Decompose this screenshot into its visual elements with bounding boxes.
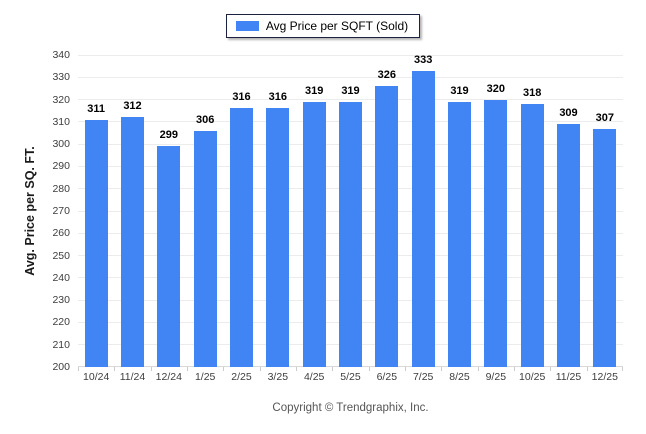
- y-tick-label: 250: [52, 249, 70, 262]
- x-axis-tick: [296, 367, 297, 371]
- bar: [266, 108, 290, 367]
- x-tick-label: 5/25: [340, 371, 361, 383]
- y-tick-label: 220: [52, 316, 70, 329]
- bar-value-label: 306: [195, 114, 215, 126]
- bar-value-label: 299: [159, 129, 178, 141]
- y-tick-label: 290: [52, 160, 70, 173]
- bar-value-label: 319: [304, 85, 324, 97]
- y-tick-label: 340: [52, 49, 70, 61]
- bar-value-label: 320: [486, 83, 505, 95]
- bar-value-label: 319: [341, 85, 360, 97]
- x-axis-tick: [151, 367, 152, 371]
- x-axis-tick: [550, 367, 551, 371]
- bar-value-label: 316: [232, 91, 251, 103]
- bar: [121, 117, 144, 367]
- x-axis-tick: [514, 367, 515, 371]
- gridline: [78, 76, 623, 78]
- bar: [375, 86, 399, 367]
- x-axis-tick: [478, 367, 479, 371]
- x-axis-tick: [622, 367, 623, 371]
- bar: [302, 102, 326, 367]
- plot-area: 200 210 220 230 240 250 260 270 280 290 300 310 320 3…: [52, 50, 623, 382]
- x-tick-label: 6/25: [376, 371, 398, 383]
- gridline: [78, 54, 623, 56]
- y-tick-label: 310: [52, 115, 70, 128]
- legend-swatch-icon: [235, 20, 259, 31]
- x-tick-label: 2/25: [231, 371, 252, 383]
- bar-value-label: 319: [450, 85, 469, 97]
- legend-box: Avg Price per SQFT (Sold): [225, 14, 421, 38]
- bar-value-label: 318: [522, 87, 542, 99]
- y-tick-label: 280: [52, 182, 70, 195]
- y-tick-label: 270: [52, 205, 70, 217]
- x-tick-label: 12/25: [591, 371, 618, 383]
- x-tick-label: 4/25: [303, 371, 325, 383]
- x-tick-label: 12/24: [155, 371, 182, 383]
- x-axis-tick: [587, 367, 588, 371]
- bar-value-label: 312: [123, 100, 142, 112]
- x-axis-tick: [332, 367, 333, 371]
- bar: [84, 120, 108, 367]
- x-axis-tick: [223, 367, 224, 371]
- copyright-text: Copyright © Trendgraphix, Inc.: [272, 402, 429, 414]
- bar: [411, 71, 435, 367]
- bar: [520, 104, 544, 367]
- x-axis-tick: [441, 367, 442, 371]
- bar-value-label: 316: [268, 91, 287, 103]
- bar: [157, 146, 181, 367]
- bar-value-label: 333: [413, 54, 433, 66]
- x-axis-tick: [187, 367, 188, 371]
- y-tick-label: 260: [52, 227, 70, 240]
- gridline: [78, 99, 623, 101]
- x-axis-tick: [114, 367, 115, 371]
- bar: [557, 124, 580, 367]
- y-tick-label: 240: [52, 271, 70, 284]
- bar: [448, 102, 471, 367]
- y-tick-label: 320: [52, 93, 70, 106]
- x-tick-label: 11/25: [555, 371, 582, 383]
- x-axis-tick: [369, 367, 370, 371]
- x-axis-tick: [405, 367, 406, 371]
- y-tick-label: 210: [52, 338, 70, 351]
- x-axis-tick: [260, 367, 261, 371]
- legend-label: Avg Price per SQFT (Sold): [265, 18, 409, 33]
- bar-value-label: 326: [377, 69, 396, 81]
- legend: Avg Price per SQFT (Sold): [0, 14, 646, 38]
- y-tick-label: 230: [52, 294, 70, 307]
- x-tick-label: 8/25: [449, 371, 470, 383]
- y-tick-label: 330: [52, 71, 70, 84]
- bar: [593, 129, 617, 367]
- bar: [484, 100, 508, 367]
- x-tick-label: 10/25: [519, 371, 546, 383]
- y-tick-label: 300: [52, 138, 70, 151]
- x-tick-label: 7/25: [412, 371, 434, 383]
- bar-value-label: 311: [87, 103, 106, 115]
- x-axis-tick: [78, 367, 79, 371]
- x-tick-label: 3/25: [267, 371, 289, 383]
- x-tick-label: 11/24: [119, 371, 146, 383]
- bar: [230, 108, 253, 367]
- bar-value-label: 307: [595, 112, 614, 124]
- x-tick-label: 10/24: [83, 371, 110, 383]
- bar: [193, 131, 217, 367]
- bar: [339, 102, 362, 367]
- y-tick-label: 200: [52, 361, 70, 373]
- bar-value-label: 309: [559, 107, 578, 119]
- x-tick-label: 9/25: [485, 371, 507, 383]
- x-tick-label: 1/25: [194, 371, 216, 383]
